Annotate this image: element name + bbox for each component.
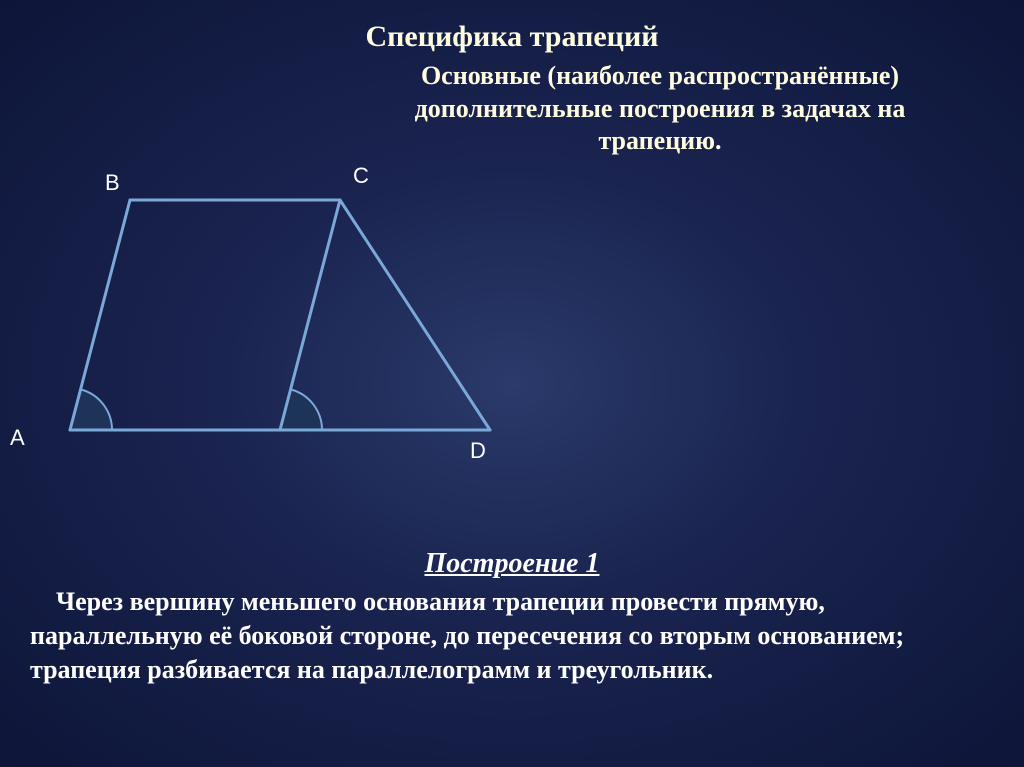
slide-title: Специфика трапеций: [0, 20, 1024, 54]
trapezoid-svg: [30, 170, 510, 450]
slide-subtitle: Основные (наиболее распространённые) доп…: [330, 60, 990, 158]
construction-title: Построение 1: [0, 548, 1024, 580]
vertex-label-d: D: [470, 438, 486, 464]
subtitle-line3: трапецию.: [598, 126, 721, 155]
construction-body: Через вершину меньшего основания трапеци…: [30, 585, 1000, 687]
subtitle-line2: дополнительные построения в задачах на: [415, 94, 906, 123]
vertex-label-c: C: [353, 163, 369, 189]
subtitle-line1: Основные (наиболее распространённые): [421, 61, 899, 90]
vertex-label-a: A: [10, 425, 25, 451]
vertex-label-b: B: [105, 170, 120, 196]
trapezoid-diagram: [30, 170, 510, 450]
